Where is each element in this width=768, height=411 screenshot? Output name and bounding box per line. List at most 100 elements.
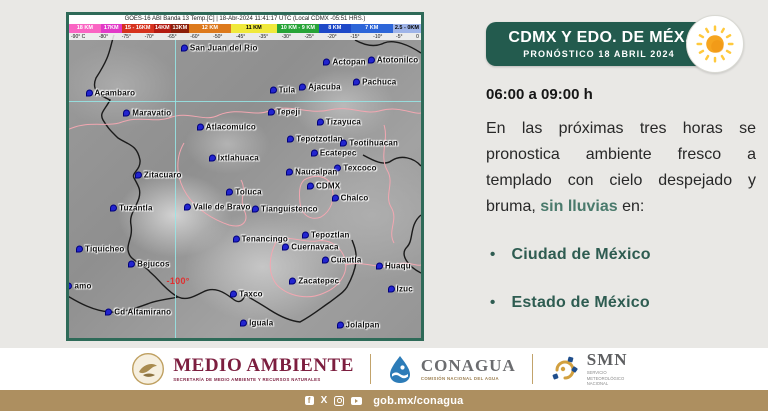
sun-icon bbox=[696, 25, 734, 63]
gob-mx-bar: f X gob.mx/conagua bbox=[0, 390, 768, 411]
city-label: Iguala bbox=[249, 318, 274, 328]
city-marker: Zitacuaro bbox=[134, 170, 182, 179]
map-pin-icon bbox=[302, 231, 310, 239]
city-label: Huaqu bbox=[384, 261, 411, 271]
scale-segment: 7 KM bbox=[350, 24, 393, 33]
city-label: amo bbox=[74, 281, 92, 291]
state-boundaries bbox=[69, 34, 421, 323]
forecast-header: CDMX Y EDO. DE MÉX. PRONÓSTICO 18 ABRIL … bbox=[486, 15, 756, 73]
city-marker: Chalco bbox=[331, 194, 369, 203]
city-marker: Huaqu bbox=[375, 261, 411, 271]
map-pin-icon bbox=[299, 83, 307, 91]
city-label: Tiquicheo bbox=[85, 244, 125, 254]
temperature-tick: -20° bbox=[327, 33, 337, 40]
map-pin-icon bbox=[289, 277, 297, 285]
forecast-highlight: sin lluvias bbox=[540, 197, 618, 215]
city-marker: Valle de Bravo bbox=[184, 202, 251, 211]
temperature-tick: -30° bbox=[281, 33, 291, 40]
latitude-gridline bbox=[69, 100, 421, 102]
semarnat-eagle-seal-icon bbox=[132, 352, 165, 386]
scale-segment: 11 KM bbox=[230, 24, 277, 33]
city-label: Tianguistenco bbox=[261, 204, 318, 214]
map-pin-icon bbox=[340, 139, 348, 147]
region-title: CDMX Y EDO. DE MÉX. bbox=[508, 29, 690, 46]
city-marker: CDMX bbox=[306, 181, 340, 190]
instagram-icon[interactable] bbox=[334, 395, 345, 406]
bullet-label: Estado de México bbox=[511, 293, 650, 311]
map-pin-icon bbox=[85, 89, 93, 97]
city-marker: Tizayuca bbox=[316, 117, 361, 126]
city-label: Tenancingo bbox=[241, 234, 288, 244]
city-label: Zacatepec bbox=[298, 276, 340, 286]
map-pin-icon bbox=[323, 58, 331, 66]
city-label: Ecatepec bbox=[319, 148, 357, 158]
temperature-tick: -80° bbox=[98, 33, 109, 40]
map-pin-icon bbox=[269, 86, 277, 94]
scale-segment: 2.5 - 0KM bbox=[392, 24, 421, 33]
temperature-tick: -5° bbox=[396, 33, 403, 40]
forecast-text: En las próximas tres horas se pronostica… bbox=[486, 116, 756, 220]
bullet-label: Ciudad de México bbox=[511, 245, 651, 263]
temperature-ticks: -90° C -80° -75° -70° -65° -60° -50° -45° -35° -3… bbox=[69, 33, 421, 40]
city-label: Cd Altamirano bbox=[114, 307, 172, 317]
map-pin-icon bbox=[128, 260, 136, 268]
map-pin-icon bbox=[134, 171, 142, 179]
city-marker: Izuc bbox=[387, 284, 413, 294]
city-marker: amo bbox=[69, 281, 92, 291]
city-marker: Cuernavaca bbox=[282, 242, 338, 251]
conagua-url[interactable]: gob.mx/conagua bbox=[373, 394, 464, 407]
temperature-tick: -45° bbox=[236, 33, 246, 40]
city-label: Taxco bbox=[239, 289, 263, 299]
temperature-tick: -10° bbox=[373, 33, 383, 40]
medio-ambiente-logo: MEDIO AMBIENTE SECRETARÍA DE MEDIO AMBIE… bbox=[131, 352, 354, 386]
temperature-tick: -35° bbox=[258, 33, 269, 40]
temperature-tick: -50° bbox=[213, 33, 223, 40]
city-marker: Teotihuacan bbox=[340, 138, 398, 147]
city-label: Tula bbox=[278, 85, 296, 95]
map-pin-icon bbox=[196, 123, 204, 131]
temperature-tick: -75° bbox=[121, 33, 131, 40]
forecast-panel: CDMX Y EDO. DE MÉX. PRONÓSTICO 18 ABRIL … bbox=[486, 15, 756, 342]
city-label: Maravatio bbox=[132, 108, 172, 118]
city-marker: Cuautla bbox=[321, 255, 362, 265]
region-list: • Ciudad de México • Estado de México bbox=[486, 246, 756, 312]
city-label: Pachuca bbox=[362, 77, 397, 87]
city-label: Cuautla bbox=[330, 255, 362, 265]
city-marker: Maravatio bbox=[123, 109, 171, 118]
cloud-height-scale: 18 KM 17KM 15 - 16KM 14KM 13KM 12 KM 11 KM 10 K… bbox=[69, 24, 421, 33]
map-pin-icon bbox=[353, 78, 361, 86]
city-label: Actopan bbox=[332, 57, 366, 67]
conagua-droplet-icon bbox=[389, 356, 410, 383]
city-label: Acambaro bbox=[94, 88, 136, 98]
temperature-tick: -60° bbox=[190, 33, 200, 40]
city-label: Izuc bbox=[396, 284, 413, 294]
map-pin-icon bbox=[252, 205, 260, 213]
map-title: GOES-16 ABI Banda 13 Temp.[C] | 18-Abr-2… bbox=[69, 15, 421, 24]
city-marker: Toluca bbox=[226, 187, 262, 196]
bullet-item: • Ciudad de México bbox=[490, 246, 756, 264]
map-pin-icon bbox=[240, 319, 248, 327]
facebook-icon[interactable]: f bbox=[304, 396, 314, 405]
city-label: Jolalpan bbox=[345, 320, 380, 330]
city-marker: Iguala bbox=[240, 319, 273, 328]
city-marker: Taxco bbox=[230, 289, 263, 298]
conagua-title: CONAGUA bbox=[420, 356, 516, 375]
map-pin-icon bbox=[180, 44, 188, 52]
city-marker: Tula bbox=[269, 85, 296, 95]
city-label: Atlacomulco bbox=[205, 122, 256, 132]
x-twitter-icon[interactable]: X bbox=[320, 395, 328, 406]
city-marker: Texcoco bbox=[334, 164, 376, 173]
youtube-icon[interactable] bbox=[351, 396, 363, 405]
map-pin-icon bbox=[331, 194, 339, 202]
city-marker: Bejucos bbox=[128, 260, 170, 269]
map-pin-icon bbox=[310, 149, 318, 157]
map-pin-icon bbox=[321, 256, 329, 264]
scale-segment: 18 KM bbox=[69, 24, 101, 33]
map-pin-icon bbox=[334, 164, 342, 172]
city-label: Teotihuacan bbox=[349, 138, 399, 148]
scale-segment: 10 KM - 9 KM bbox=[276, 24, 319, 33]
city-marker: Tenancingo bbox=[232, 234, 288, 244]
temperature-tick: -65° bbox=[167, 33, 177, 40]
city-marker: Tianguistenco bbox=[252, 205, 318, 214]
scale-segment: 14KM bbox=[153, 24, 172, 33]
